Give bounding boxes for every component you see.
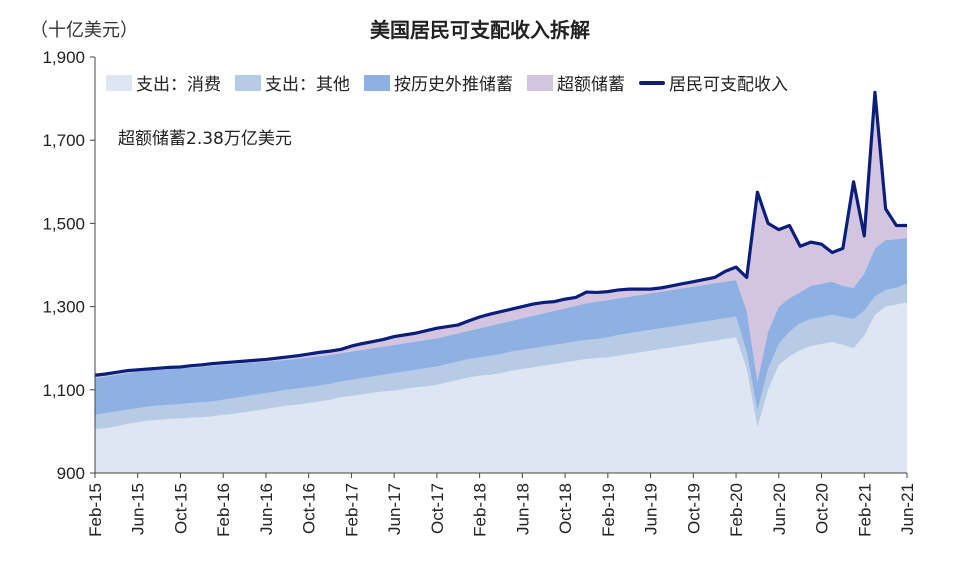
legend-swatch-consumption	[106, 74, 132, 91]
area-consumption	[95, 302, 907, 473]
x-tick-label: Jun-16	[257, 483, 276, 535]
y-tick-label: 1,300	[42, 298, 85, 317]
legend-label-consumption: 支出：消费	[136, 75, 221, 95]
x-tick-label: Feb-21	[855, 483, 874, 537]
x-tick-label: Oct-20	[813, 483, 832, 534]
legend-label-disposable-income: 居民可支配收入	[669, 75, 788, 95]
chart-legend: 支出：消费 支出：其他 按历史外推储蓄 超额储蓄 居民可支配收入	[106, 70, 802, 95]
area-other-spending	[95, 283, 907, 430]
x-tick-label: Feb-18	[471, 483, 490, 537]
x-tick-label: Feb-20	[727, 483, 746, 537]
legend-label-other-spending: 支出：其他	[265, 75, 350, 95]
x-tick-label: Feb-19	[599, 483, 618, 537]
x-tick-label: Feb-16	[214, 483, 233, 537]
x-tick-label: Jun-20	[770, 483, 789, 535]
legend-item-other-spending: 支出：其他	[235, 70, 350, 95]
legend-swatch-disposable-income	[639, 80, 665, 85]
x-tick-label: Oct-15	[171, 483, 190, 534]
x-tick-label: Jun-15	[129, 483, 148, 535]
x-tick-label: Jun-19	[642, 483, 661, 535]
legend-swatch-other-spending	[235, 74, 261, 91]
y-axis-unit-label: （十亿美元）	[30, 20, 138, 41]
y-tick-label: 1,900	[42, 48, 85, 67]
legend-label-excess-savings: 超额储蓄	[557, 75, 625, 95]
x-tick-label: Feb-17	[342, 483, 361, 537]
legend-swatch-excess-savings	[527, 74, 553, 91]
legend-swatch-trend-savings	[364, 74, 390, 91]
x-tick-label: Oct-16	[300, 483, 319, 534]
line-disposable-income	[94, 90, 907, 377]
x-tick-label: Oct-19	[684, 483, 703, 534]
x-tick-label: Jun-17	[385, 483, 404, 535]
x-tick-label: Jun-21	[898, 483, 917, 535]
legend-item-disposable-income: 居民可支配收入	[639, 70, 788, 95]
excess-savings-annotation: 超额储蓄2.38万亿美元	[118, 129, 292, 149]
x-tick-label: Oct-18	[556, 483, 575, 534]
y-tick-label: 900	[57, 464, 85, 483]
legend-item-consumption: 支出：消费	[106, 70, 221, 95]
legend-item-excess-savings: 超额储蓄	[527, 70, 625, 95]
legend-label-trend-savings: 按历史外推储蓄	[394, 75, 513, 95]
chart-title: 美国居民可支配收入拆解	[370, 18, 590, 42]
y-tick-label: 1,100	[42, 381, 85, 400]
area-trend-savings	[95, 237, 907, 415]
x-tick-label: Feb-15	[86, 483, 105, 537]
x-tick-label: Oct-17	[428, 483, 447, 534]
y-tick-label: 1,500	[42, 214, 85, 233]
legend-item-trend-savings: 按历史外推储蓄	[364, 70, 513, 95]
x-tick-label: Jun-18	[513, 483, 532, 535]
y-tick-label: 1,700	[42, 131, 85, 150]
